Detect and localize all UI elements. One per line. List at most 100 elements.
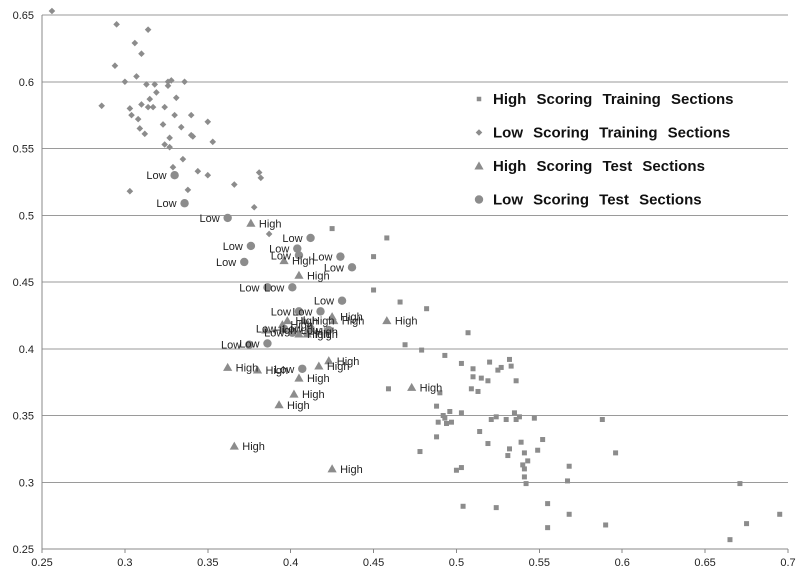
data-label: High (342, 316, 365, 328)
data-point-square (566, 511, 572, 517)
data-point-diamond (149, 103, 157, 111)
x-tick-label: 0.4 (283, 557, 298, 569)
data-point-diamond (187, 131, 195, 139)
data-point-square (565, 478, 571, 484)
data-point-circle (306, 233, 315, 243)
data-point-square (488, 417, 494, 423)
data-point-diamond (168, 77, 175, 84)
data-point-square (545, 525, 551, 531)
data-label: Low (301, 325, 321, 337)
data-point-square (737, 481, 743, 487)
data-point-square (443, 421, 449, 427)
data-label: Low (264, 282, 284, 294)
data-point-diamond (265, 230, 273, 238)
data-point-circle (474, 195, 484, 204)
data-label: High (327, 361, 350, 373)
data-label: High (340, 312, 363, 324)
data-point-square (493, 505, 499, 511)
data-point-diamond (141, 130, 149, 138)
data-point-square (384, 235, 390, 241)
data-label: High (395, 316, 418, 328)
legend-entry: High Scoring Test Sections (493, 158, 705, 175)
data-point-square (513, 417, 519, 423)
data-point-square (475, 388, 481, 394)
data-point-square (460, 503, 466, 509)
data-label: Low (282, 233, 302, 245)
data-label: High (337, 356, 360, 368)
data-point-diamond (194, 167, 202, 175)
data-point-square (476, 96, 482, 102)
data-point-square (518, 439, 524, 445)
tick-labels: 0.25 0.3 0.35 0.4 0.45 0.5 0.55 0.6 0.65 0.25 0.3 0… (13, 10, 796, 569)
data-label: Low (292, 306, 312, 318)
data-label: High (266, 365, 289, 377)
legend-entry: Low Scoring Test Sections (493, 192, 702, 209)
data-point-diamond (146, 95, 154, 103)
data-point-square (535, 447, 541, 453)
data-point-diamond (164, 78, 172, 86)
data-label: High (307, 329, 330, 341)
data-point-triangle (474, 161, 484, 170)
data-point-square (487, 359, 493, 365)
x-tick-label: 0.3 (117, 557, 132, 569)
data-label: High (315, 326, 338, 338)
data-point-triangle (282, 316, 292, 325)
y-tick-label: 0.3 (19, 477, 34, 489)
data-point-circle (279, 324, 289, 333)
data-point-diamond (255, 169, 263, 176)
data-point-square (516, 414, 522, 420)
data-point-diamond (151, 81, 159, 88)
data-label: Low (146, 170, 166, 182)
data-point-diamond (126, 187, 134, 195)
data-point-square (513, 378, 519, 384)
data-point-triangle (327, 464, 337, 473)
x-tick-label: 0.7 (780, 557, 795, 569)
data-point-diamond (48, 7, 56, 15)
data-point-square (437, 390, 443, 396)
data-point-circle (240, 257, 249, 267)
data-point-square (448, 419, 454, 425)
y-tick-label: 0.35 (13, 411, 34, 423)
x-tick-label: 0.35 (197, 557, 218, 569)
data-label: High (259, 218, 282, 230)
data-label: High (287, 400, 310, 412)
data-point-square (520, 462, 526, 468)
data-label: High (307, 270, 330, 282)
data-point-diamond (172, 94, 180, 102)
data-point-triangle (314, 361, 324, 370)
y-tick-label: 0.65 (13, 10, 34, 22)
data-label: High (312, 316, 335, 328)
data-point-diamond (144, 26, 152, 33)
data-point-diamond (181, 78, 188, 86)
data-point-square (458, 360, 464, 366)
data-label: High (420, 382, 443, 394)
data-point-square (458, 410, 464, 416)
data-point-square (521, 474, 527, 480)
data-point-square (503, 417, 509, 423)
data-point-square (613, 450, 619, 456)
data-point-diamond (113, 21, 120, 28)
data-label: High (274, 325, 297, 337)
data-point-diamond (250, 203, 258, 211)
data-point-diamond (153, 89, 160, 96)
data-point-circle (293, 244, 302, 253)
data-point-circle (298, 364, 307, 373)
data-point-circle (245, 340, 254, 349)
data-point-circle (324, 325, 333, 335)
data-point-triangle (261, 325, 271, 334)
data-point-circle (316, 307, 325, 316)
data-point-triangle (252, 365, 263, 374)
y-tick-label: 0.45 (13, 277, 34, 289)
data-point-square (603, 522, 609, 528)
data-point-triangle (289, 389, 299, 398)
data-point-square (424, 306, 430, 312)
y-tick-label: 0.4 (19, 344, 34, 356)
data-point-triangle (246, 218, 256, 227)
x-tick-label: 0.5 (449, 557, 464, 569)
data-point-diamond (133, 73, 140, 80)
data-point-circle (288, 283, 297, 292)
data-point-square (329, 226, 335, 232)
data-point-square (485, 441, 491, 447)
data-point-square (477, 429, 483, 435)
data-point-diamond (121, 78, 129, 86)
